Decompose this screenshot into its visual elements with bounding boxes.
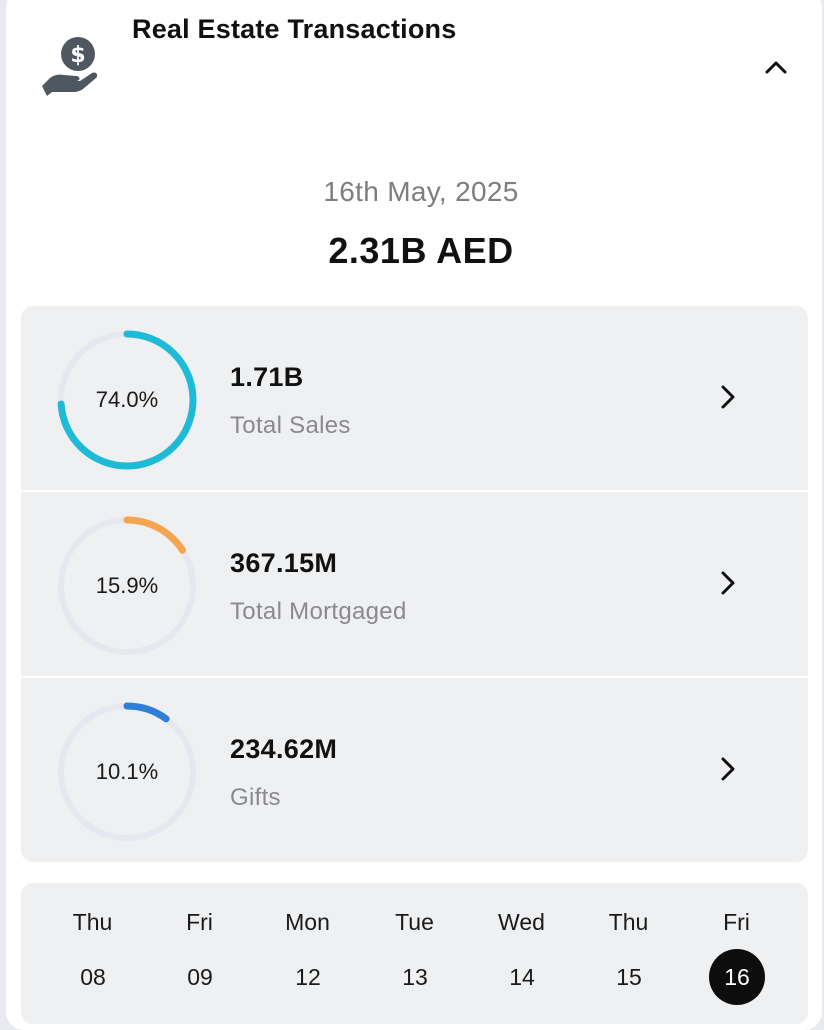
breakdown-row-gifts[interactable]: 10.1% 234.62M Gifts [21,678,808,862]
row-label: Total Mortgaged [230,598,407,625]
chevron-right-icon [721,385,735,409]
row-value: 1.71B [230,362,304,392]
percent-label: 74.0% [95,387,159,412]
day-number: 16 [709,949,765,1005]
row-divider [21,676,808,678]
card-title: Real Estate Transactions [132,14,457,44]
day-number: 14 [509,964,535,990]
svg-text:$: $ [70,43,85,68]
percent-label: 15.9% [95,573,159,598]
date-item[interactable]: Tue 13 [361,883,468,1024]
date-item[interactable]: Wed 14 [468,883,575,1024]
selected-date: 16th May, 2025 [323,176,519,207]
date-item[interactable]: Thu 15 [575,883,682,1024]
day-number: 13 [402,964,428,990]
row-value: 367.15M [230,548,338,578]
date-item[interactable]: Fri 09 [146,883,253,1024]
percent-label: 10.1% [95,759,159,784]
row-value: 234.62M [230,734,338,764]
day-name: Thu [72,909,113,935]
day-number: 15 [616,964,642,990]
date-selector: Thu 08 Fri 09 Mon 12 Tue 13 Wed 14 Thu 1… [21,883,808,1024]
chevron-right-icon [721,757,735,781]
day-number: 09 [187,964,213,990]
day-name: Fri [186,909,213,935]
day-name: Mon [285,909,330,935]
money-hand-icon: $ [42,37,98,96]
date-item[interactable]: Thu 08 [39,883,146,1024]
percent-ring [57,702,197,842]
row-divider [21,490,808,492]
day-number: 12 [295,964,321,990]
day-name: Wed [498,909,545,935]
breakdown-panel: 74.0% 1.71B Total Sales 15.9% 367.15M To… [21,306,808,862]
day-number: 08 [80,964,106,990]
breakdown-row-total-mortgaged[interactable]: 15.9% 367.15M Total Mortgaged [21,492,808,676]
collapse-button[interactable] [754,50,798,86]
total-amount: 2.31B AED [328,230,514,271]
day-name: Fri [723,909,750,935]
day-name: Tue [395,909,434,935]
chevron-right-icon [721,571,735,595]
chevron-up-icon [765,61,787,74]
breakdown-row-total-sales[interactable]: 74.0% 1.71B Total Sales [21,306,808,490]
row-label: Total Sales [230,412,351,439]
date-item[interactable]: Mon 12 [254,883,361,1024]
row-label: Gifts [230,784,281,811]
date-item-selected[interactable]: Fri 16 [683,883,790,1024]
percent-ring [57,516,197,656]
day-name: Thu [608,909,649,935]
percent-ring [57,330,197,470]
